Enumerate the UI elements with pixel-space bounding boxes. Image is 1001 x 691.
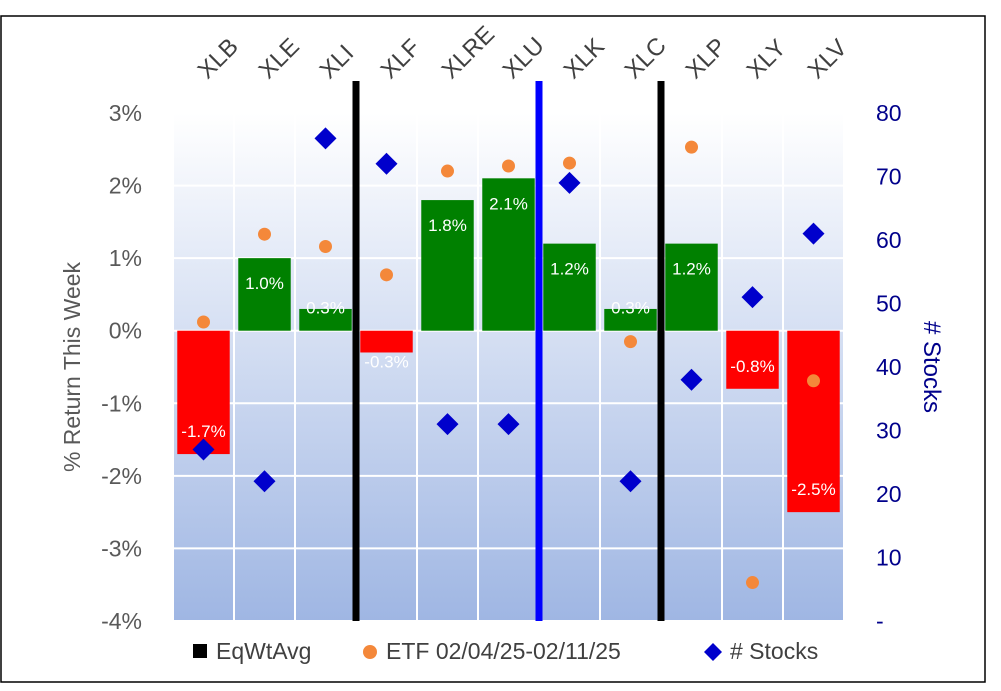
legend-swatch-eqwtavg bbox=[193, 644, 207, 658]
bar-label-xlp: 1.2% bbox=[672, 260, 711, 279]
bar-label-xlu: 2.1% bbox=[489, 194, 528, 213]
stocks-point-xlu bbox=[497, 413, 520, 436]
y-right-tick: 10 bbox=[876, 545, 902, 571]
bar-label-xlv: -2.5% bbox=[791, 480, 835, 499]
bar-label-xle: 1.0% bbox=[245, 274, 284, 293]
y-right-tick: 20 bbox=[876, 481, 902, 507]
bar-label-layer: -1.7% 1.0% 0.3% -0.3% 1.8% 2.1% 1.2% 0.3% 1.2% -0… bbox=[181, 194, 835, 499]
stocks-point-xle bbox=[253, 470, 276, 493]
point-layer bbox=[192, 127, 825, 590]
stocks-point-xlv bbox=[802, 222, 825, 245]
bar-xlc bbox=[604, 308, 657, 331]
y-left-tick: -4% bbox=[101, 608, 142, 634]
etf-point-xle bbox=[258, 227, 271, 241]
divider-layer bbox=[352, 81, 665, 621]
stocks-point-xly bbox=[741, 286, 764, 309]
legend-swatch-stocks bbox=[704, 643, 722, 661]
y-left-tick: 2% bbox=[109, 173, 142, 199]
y-right-tick: 50 bbox=[876, 291, 902, 317]
y-left-tick: -3% bbox=[101, 535, 142, 561]
bar-xle bbox=[238, 258, 291, 331]
stocks-point-xli bbox=[314, 127, 337, 150]
stocks-point-xlk bbox=[558, 171, 581, 194]
y-left-tick: 3% bbox=[109, 100, 142, 126]
legend-label-eqwtavg: EqWtAvg bbox=[216, 638, 311, 664]
bar-label-xlre: 1.8% bbox=[428, 216, 467, 235]
y-right-tick: - bbox=[876, 608, 884, 634]
etf-point-xlp bbox=[685, 140, 698, 154]
y-right-tick: 40 bbox=[876, 354, 902, 380]
stocks-point-xlre bbox=[436, 413, 459, 436]
stocks-point-xlf bbox=[375, 152, 398, 175]
y-left-tick: -2% bbox=[101, 463, 142, 489]
y-left-title: % Return This Week bbox=[59, 261, 85, 472]
bar-label-xlb: -1.7% bbox=[181, 422, 225, 441]
bar-xlre bbox=[421, 200, 474, 331]
etf-point-xlk bbox=[563, 156, 576, 170]
etf-point-xlf bbox=[380, 268, 393, 282]
y-right-tick: 80 bbox=[876, 100, 902, 126]
stocks-point-xlc bbox=[619, 470, 642, 493]
bar-xlv bbox=[787, 330, 840, 513]
bar-xlu bbox=[482, 178, 535, 331]
bar-xly bbox=[726, 330, 779, 389]
legend: EqWtAvg ETF 02/04/25-02/11/25 # Stocks bbox=[193, 638, 818, 664]
y-right-tick: 60 bbox=[876, 227, 902, 253]
y-left-tick: 0% bbox=[109, 318, 142, 344]
bar-label-xlk: 1.2% bbox=[550, 260, 589, 279]
bar-xlf bbox=[360, 330, 413, 353]
stocks-point-xlp bbox=[680, 368, 703, 391]
etf-point-xlu bbox=[502, 159, 515, 173]
bar-xlk bbox=[543, 243, 596, 331]
bar-label-xly: -0.8% bbox=[730, 357, 774, 376]
bar-xlp bbox=[665, 243, 718, 331]
y-left-tick: 1% bbox=[109, 245, 142, 271]
etf-point-xlv bbox=[807, 374, 820, 388]
etf-point-xlc bbox=[624, 335, 637, 349]
etf-point-xli bbox=[319, 240, 332, 254]
bar-label-xli: 0.3% bbox=[306, 299, 345, 318]
stocks-point-xlb bbox=[192, 438, 215, 461]
etf-point-xlre bbox=[441, 164, 454, 178]
etf-point-xly bbox=[746, 576, 759, 590]
legend-swatch-etf bbox=[363, 645, 377, 659]
bar-xli bbox=[299, 308, 352, 331]
y-left-tick: -1% bbox=[101, 390, 142, 416]
etf-point-xlb bbox=[197, 315, 210, 329]
legend-label-stocks: # Stocks bbox=[730, 638, 818, 664]
bar-label-xlc: 0.3% bbox=[611, 299, 650, 318]
y-right-title: # Stocks bbox=[918, 321, 945, 413]
legend-label-etf: ETF 02/04/25-02/11/25 bbox=[386, 638, 621, 664]
bar-xlb bbox=[177, 330, 230, 455]
bar-label-xlf: -0.3% bbox=[364, 353, 408, 372]
bar-layer bbox=[177, 178, 840, 513]
y-right-tick: 30 bbox=[876, 418, 902, 444]
y-right-tick: 70 bbox=[876, 164, 902, 190]
